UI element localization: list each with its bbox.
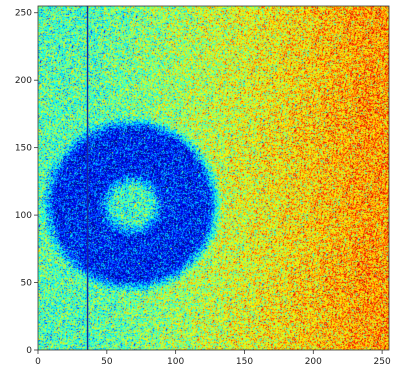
x-tick-label: 250: [374, 357, 391, 367]
heatmap-image: [38, 6, 389, 350]
plot-frame: [37, 5, 390, 351]
y-tick-label: 200: [15, 76, 32, 86]
y-tick-label: 150: [15, 144, 32, 154]
y-tick-label: 50: [21, 279, 33, 289]
x-tick-label: 200: [305, 357, 322, 367]
y-tick-label: 250: [15, 9, 32, 19]
x-tick-label: 0: [35, 357, 41, 367]
x-tick-label: 150: [236, 357, 253, 367]
x-tick-label: 100: [167, 357, 184, 367]
x-tick-label: 50: [101, 357, 113, 367]
y-tick-label: 0: [26, 346, 32, 356]
y-tick-label: 100: [15, 211, 32, 221]
